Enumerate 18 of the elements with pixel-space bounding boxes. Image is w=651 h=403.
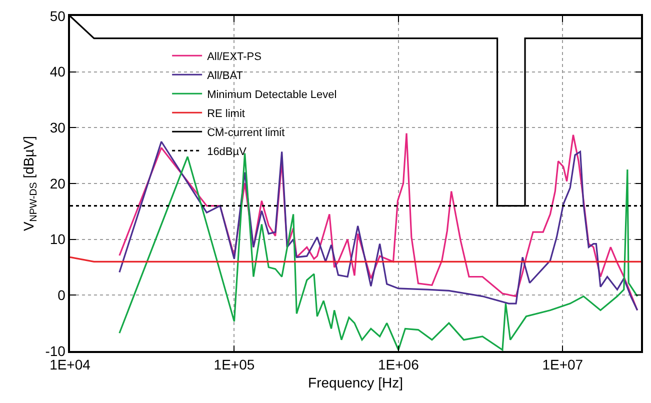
x-tick-label: 1E+06 [378,356,420,373]
legend-label: Minimum Detectable Level [207,88,337,101]
legend-label: All/BAT [207,70,244,82]
y-tick-label: 30 [50,120,66,136]
x-axis-title: Frequency [Hz] [308,374,403,390]
y-tick-label: 20 [50,175,66,192]
legend-label: 16dBµV [207,146,248,158]
y-tick-label: 10 [50,231,66,248]
y-tick-label: 0 [58,287,66,304]
y-tick-label: 50 [50,8,66,24]
x-tick-label: 1E+05 [214,356,255,373]
x-tick-label: 1E+07 [542,356,584,373]
y-tick-label: -10 [45,342,66,359]
y-tick-label: 40 [50,64,66,80]
legend-label: CM-current limit [207,126,285,139]
x-tick-label: 1E+04 [50,356,91,373]
legend-label: All/EXT-PS [207,50,262,63]
legend-label: RE limit [207,108,245,120]
